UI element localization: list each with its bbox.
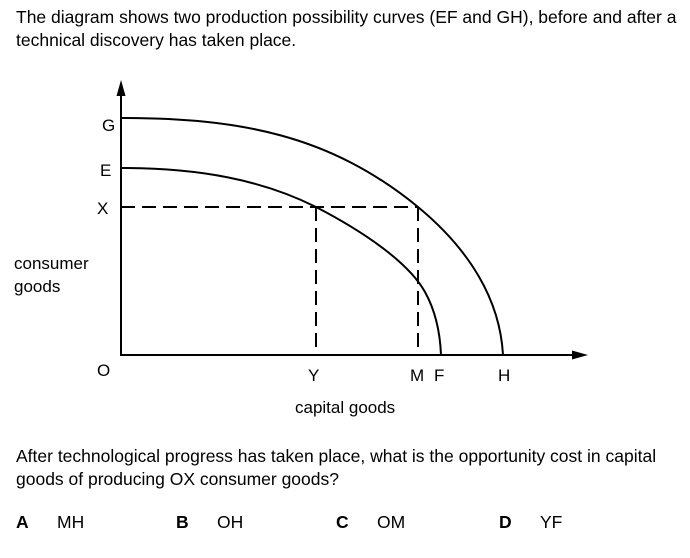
- ppc-diagram: G E X consumer goods O Y M F H capital g…: [14, 80, 588, 417]
- option-c-value: OM: [377, 512, 406, 532]
- label-e: E: [100, 161, 111, 180]
- label-g: G: [102, 116, 115, 135]
- intro-text: The diagram shows two production possibi…: [16, 7, 677, 50]
- option-d-value: YF: [540, 512, 563, 532]
- label-h: H: [498, 366, 510, 385]
- curve-ef: [120, 167, 442, 356]
- option-b-key: B: [176, 512, 189, 532]
- y-axis-label-line1: consumer: [14, 254, 89, 273]
- x-axis-arrowhead-icon: [572, 350, 588, 360]
- option-d-key: D: [499, 512, 512, 532]
- label-y: Y: [308, 366, 319, 385]
- option-a-key: A: [16, 512, 29, 532]
- option-b-value: OH: [217, 512, 244, 532]
- y-axis-arrowhead-icon: [116, 80, 126, 96]
- option-a-value: MH: [57, 512, 85, 532]
- question-text: After technological progress has taken p…: [16, 446, 657, 489]
- x-axis-label: capital goods: [295, 398, 395, 417]
- label-x: X: [97, 199, 108, 218]
- label-m: M: [410, 366, 424, 385]
- answer-options: A MH B OH C OM D YF: [16, 512, 676, 536]
- label-f: F: [434, 366, 444, 385]
- curve-gh: [120, 117, 504, 356]
- option-c-key: C: [336, 512, 349, 532]
- origin-label: O: [97, 361, 110, 380]
- y-axis-label-line2: goods: [14, 277, 60, 296]
